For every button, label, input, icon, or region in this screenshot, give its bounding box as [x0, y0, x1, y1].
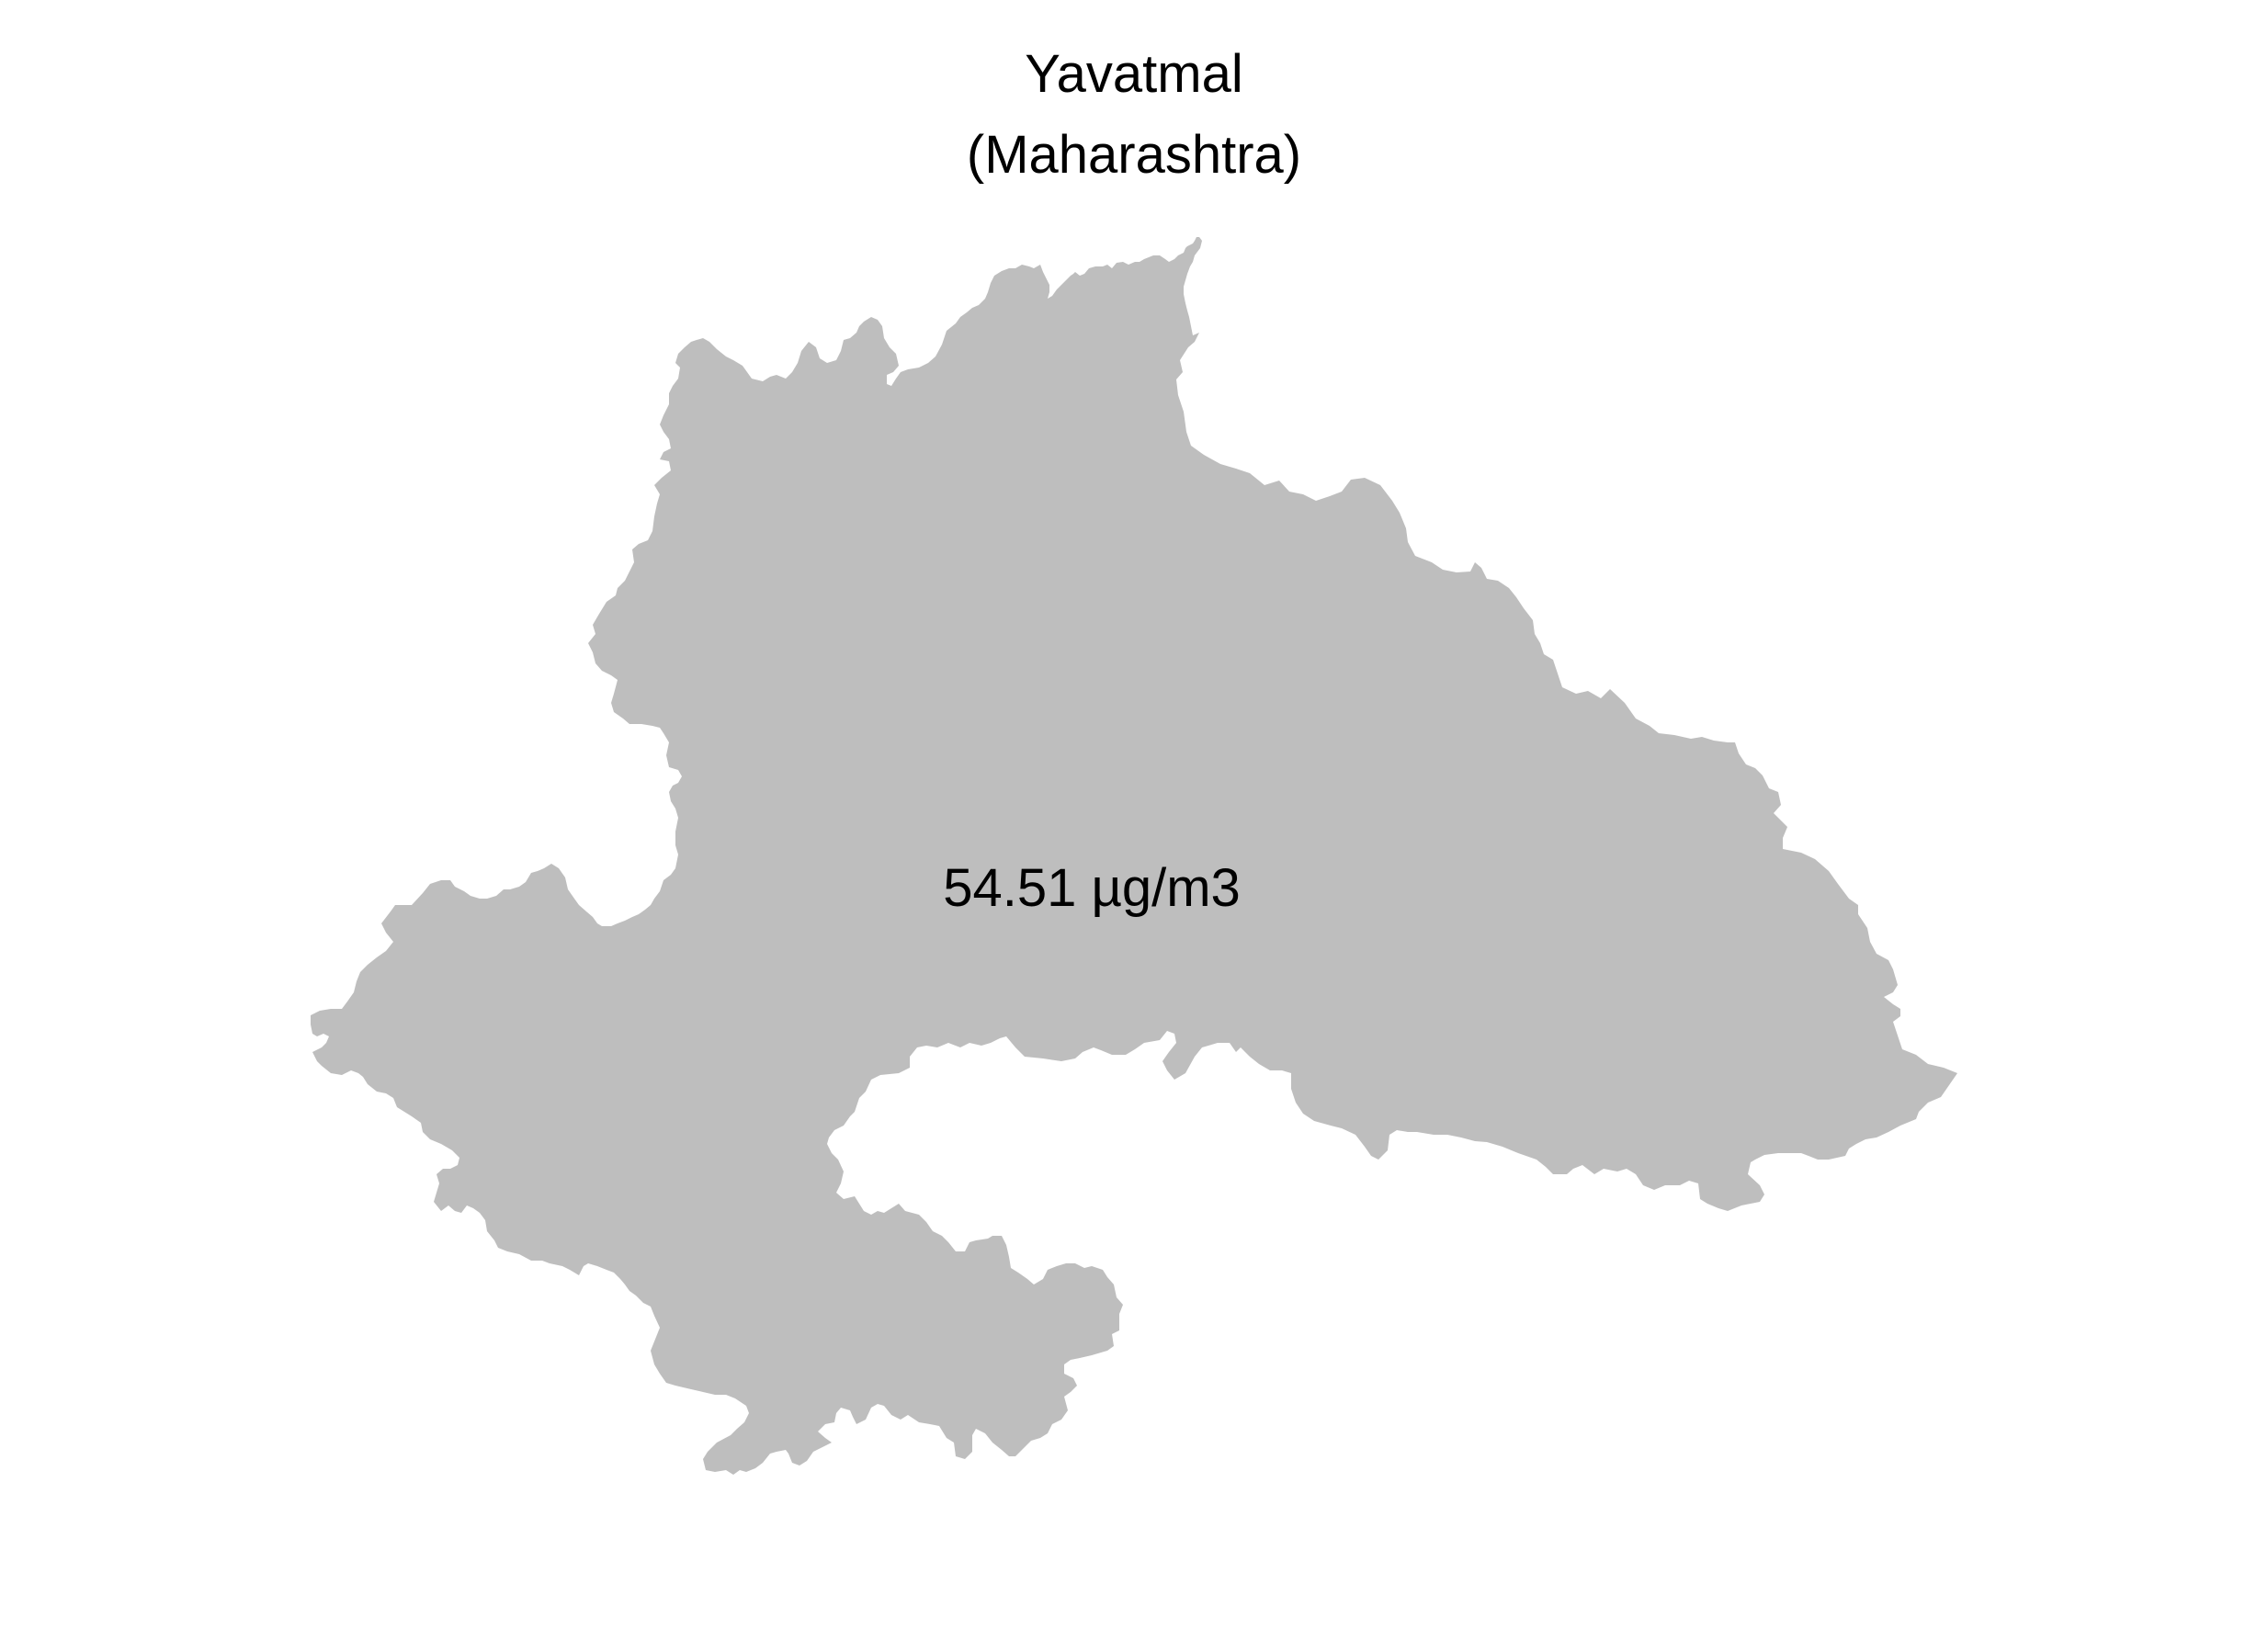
map-subtitle: (Maharashtra) — [966, 125, 1302, 185]
district-value-label: 54.51 µg/m3 — [943, 858, 1241, 918]
yavatmal-district-polygon — [311, 237, 1957, 1475]
map-title: Yavatmal — [1025, 44, 1243, 104]
